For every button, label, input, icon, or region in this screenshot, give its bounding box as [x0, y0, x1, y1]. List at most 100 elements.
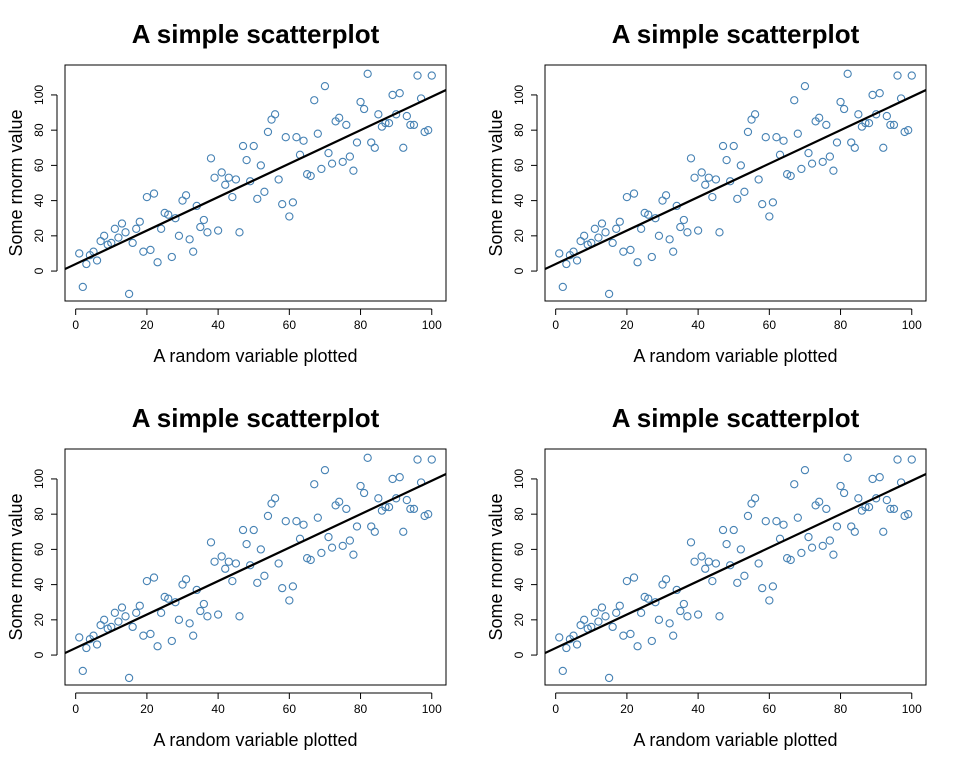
data-point — [779, 520, 788, 529]
data-point — [644, 594, 653, 603]
x-tick-label: 100 — [902, 318, 922, 332]
data-point — [267, 115, 276, 124]
data-point — [868, 474, 877, 484]
data-point — [238, 525, 248, 535]
data-point — [427, 71, 436, 80]
data-point — [199, 599, 209, 609]
data-point — [722, 539, 731, 549]
data-point — [658, 196, 667, 205]
data-point — [210, 173, 219, 182]
data-point — [729, 141, 738, 151]
data-point — [359, 104, 369, 114]
regression-line — [545, 89, 926, 271]
data-point — [253, 578, 262, 588]
x-axis-label: A random variable plotted — [153, 730, 357, 750]
data-point — [612, 224, 621, 233]
data-point — [342, 120, 351, 130]
data-point — [235, 228, 244, 237]
data-point — [797, 164, 806, 174]
data-point — [622, 192, 632, 202]
x-tick-label: 0 — [552, 318, 559, 332]
data-point — [167, 252, 176, 262]
data-point — [647, 252, 656, 262]
data-point — [615, 217, 624, 226]
data-point — [78, 666, 87, 676]
data-point — [320, 465, 330, 475]
plot-frame — [64, 64, 447, 302]
data-point — [790, 480, 799, 489]
data-point — [399, 143, 408, 152]
data-point — [679, 599, 689, 609]
data-point — [576, 620, 585, 630]
data-point — [270, 494, 280, 503]
data-point — [388, 474, 397, 484]
data-point — [92, 256, 102, 265]
data-point — [558, 666, 567, 676]
data-point — [686, 154, 696, 163]
data-point — [249, 141, 258, 151]
data-point — [121, 228, 130, 237]
data-point — [203, 612, 212, 621]
data-point — [879, 527, 888, 536]
data-point — [206, 538, 216, 547]
data-point — [424, 510, 433, 519]
y-tick-label: 0 — [32, 267, 46, 274]
y-tick-label: 80 — [32, 123, 46, 137]
scatter-panel-3: A simple scatterplot 0 20 40 60 80 100 0 20 40 60 8… — [6, 403, 447, 750]
data-point — [135, 217, 144, 226]
data-point — [875, 473, 884, 482]
y-tick-label: 40 — [32, 194, 46, 208]
x-tick-label: 0 — [72, 702, 79, 716]
plot-frame — [544, 448, 927, 686]
data-point — [786, 171, 795, 181]
y-tick-label: 100 — [32, 85, 46, 105]
x-tick-label: 60 — [763, 318, 777, 332]
data-point — [868, 90, 877, 100]
data-point — [904, 126, 913, 135]
chart-title: A simple scatterplot — [132, 403, 380, 433]
data-point — [708, 576, 717, 586]
data-point — [345, 536, 355, 545]
data-point — [406, 120, 415, 130]
data-point — [711, 175, 721, 184]
data-point — [406, 504, 415, 514]
data-point — [181, 191, 191, 200]
data-point — [356, 97, 365, 107]
x-tick-label: 0 — [72, 318, 79, 332]
data-point — [263, 127, 273, 137]
data-point — [249, 525, 258, 535]
regression-line — [65, 473, 446, 655]
data-point — [274, 175, 283, 184]
data-point — [594, 617, 603, 626]
data-point — [185, 235, 194, 244]
y-tick-label: 60 — [512, 542, 526, 556]
data-point — [317, 164, 326, 174]
data-point — [270, 110, 280, 119]
data-point — [626, 629, 635, 639]
data-point — [690, 173, 699, 182]
data-point — [206, 154, 216, 163]
data-point — [836, 481, 845, 491]
data-point — [352, 138, 362, 147]
data-point — [736, 545, 745, 554]
scatter-panel-4: A simple scatterplot 0 20 40 60 80 100 0 20 40 60 8… — [486, 403, 927, 750]
data-point — [669, 247, 678, 256]
data-point — [189, 631, 198, 640]
data-point — [619, 631, 628, 640]
data-point — [558, 282, 567, 292]
y-axis-label: Some rnorm value — [6, 493, 26, 640]
data-point — [174, 231, 184, 240]
y-tick-label: 100 — [32, 469, 46, 489]
data-point — [299, 136, 308, 145]
data-point — [285, 212, 294, 221]
data-point — [335, 497, 344, 506]
data-point — [395, 473, 404, 482]
data-point — [181, 575, 191, 584]
y-tick-label: 20 — [512, 229, 526, 243]
data-point — [889, 120, 899, 130]
data-point — [384, 502, 394, 512]
data-point — [363, 69, 372, 78]
data-point — [665, 619, 674, 628]
data-point — [164, 594, 173, 603]
